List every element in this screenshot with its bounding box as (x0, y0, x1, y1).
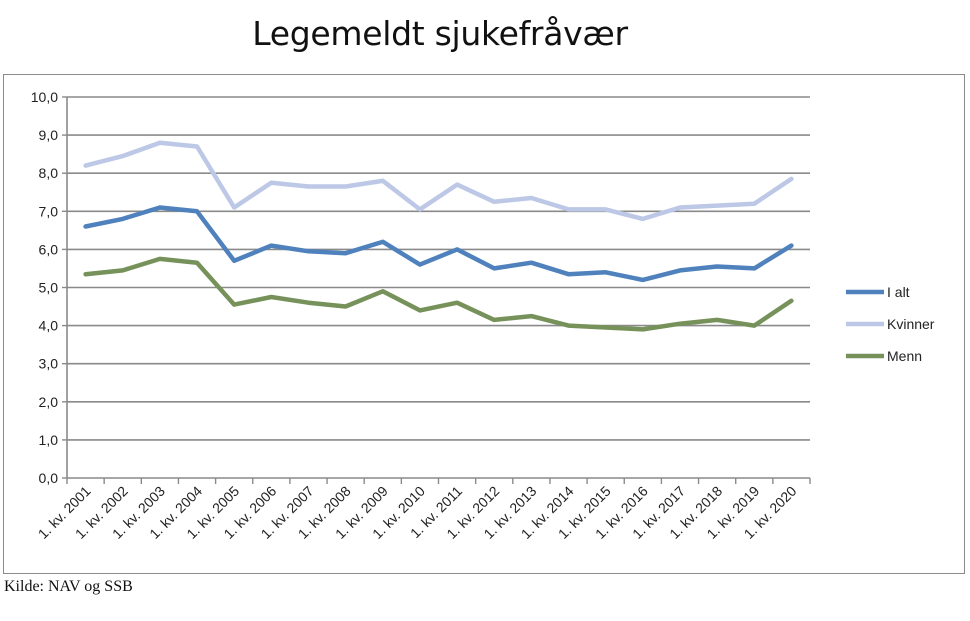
legend-label: Menn (887, 348, 922, 364)
source-note: Kilde: NAV og SSB (4, 578, 133, 595)
y-tick-label: 1,0 (39, 432, 59, 448)
series-line-menn (83, 256, 794, 332)
y-tick-label: 5,0 (39, 280, 59, 296)
y-tick-label: 6,0 (39, 241, 59, 257)
legend: I alt Kvinner Menn (846, 284, 935, 364)
y-tick-label: 9,0 (39, 127, 59, 143)
y-tick-label: 2,0 (39, 394, 59, 410)
y-tick-label: 8,0 (39, 165, 59, 181)
y-tick-label: 7,0 (39, 203, 59, 219)
y-tick-label: 3,0 (39, 356, 59, 372)
legend-label: Kvinner (887, 316, 935, 332)
chart-title: Legemeldt sjukefråvær (252, 14, 628, 53)
y-tick-label: 10,0 (31, 89, 58, 105)
chart-frame (3, 74, 965, 574)
series-lines (83, 140, 794, 332)
legend-label: I alt (887, 284, 910, 300)
gridlines (66, 96, 810, 479)
series-line-i-alt (83, 205, 794, 283)
y-tick-label: 0,0 (39, 470, 59, 486)
series-line-kvinner (83, 140, 794, 222)
y-tick-label: 4,0 (39, 318, 59, 334)
y-axis-ticks: 0,0 1,0 2,0 3,0 4,0 5,0 6,0 7,0 8,0 9,0 10,0 (31, 89, 67, 486)
